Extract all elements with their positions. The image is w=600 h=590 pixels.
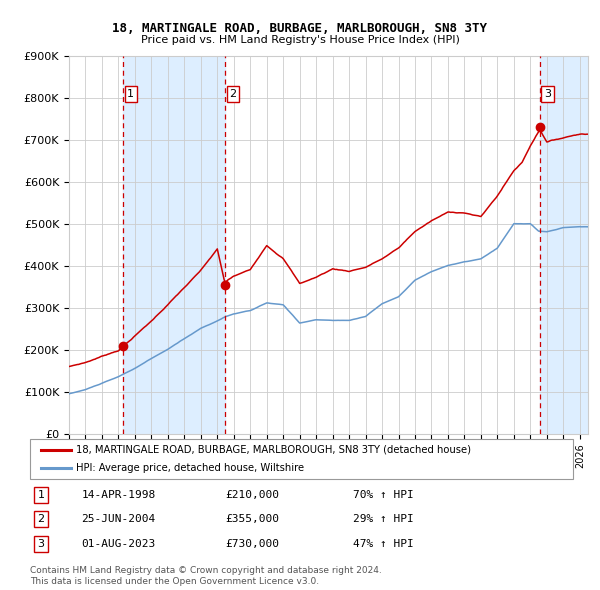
Text: 2: 2 bbox=[229, 89, 236, 99]
Text: 01-AUG-2023: 01-AUG-2023 bbox=[82, 539, 156, 549]
Text: 25-JUN-2004: 25-JUN-2004 bbox=[82, 514, 156, 524]
FancyBboxPatch shape bbox=[30, 439, 573, 479]
Text: HPI: Average price, detached house, Wiltshire: HPI: Average price, detached house, Wilt… bbox=[76, 463, 304, 473]
Text: 3: 3 bbox=[38, 539, 44, 549]
Text: 18, MARTINGALE ROAD, BURBAGE, MARLBOROUGH, SN8 3TY (detached house): 18, MARTINGALE ROAD, BURBAGE, MARLBOROUG… bbox=[76, 445, 471, 455]
Text: £730,000: £730,000 bbox=[226, 539, 280, 549]
Text: 70% ↑ HPI: 70% ↑ HPI bbox=[353, 490, 414, 500]
Text: Price paid vs. HM Land Registry's House Price Index (HPI): Price paid vs. HM Land Registry's House … bbox=[140, 35, 460, 45]
Text: 2: 2 bbox=[38, 514, 45, 524]
Text: Contains HM Land Registry data © Crown copyright and database right 2024.: Contains HM Land Registry data © Crown c… bbox=[30, 566, 382, 575]
Bar bbox=[123, 56, 225, 434]
Text: 18, MARTINGALE ROAD, BURBAGE, MARLBOROUGH, SN8 3TY: 18, MARTINGALE ROAD, BURBAGE, MARLBOROUG… bbox=[113, 22, 487, 35]
Text: 1: 1 bbox=[38, 490, 44, 500]
Text: £210,000: £210,000 bbox=[226, 490, 280, 500]
Text: 29% ↑ HPI: 29% ↑ HPI bbox=[353, 514, 414, 524]
Text: 3: 3 bbox=[544, 89, 551, 99]
Text: 1: 1 bbox=[127, 89, 134, 99]
Bar bbox=[540, 56, 588, 434]
Text: This data is licensed under the Open Government Licence v3.0.: This data is licensed under the Open Gov… bbox=[30, 577, 319, 586]
Text: £355,000: £355,000 bbox=[226, 514, 280, 524]
Text: 14-APR-1998: 14-APR-1998 bbox=[82, 490, 156, 500]
Text: 47% ↑ HPI: 47% ↑ HPI bbox=[353, 539, 414, 549]
Bar bbox=[540, 56, 588, 434]
